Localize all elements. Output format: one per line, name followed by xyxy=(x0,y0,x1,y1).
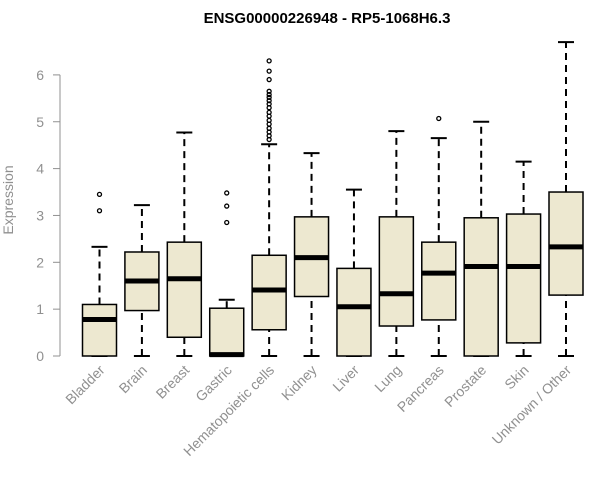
outlier-point xyxy=(224,219,230,226)
y-axis: 0 1 2 3 4 5 6 xyxy=(36,67,61,364)
outlier-point xyxy=(436,115,442,122)
x-tick-label: Bladder xyxy=(62,362,108,408)
outlier-point xyxy=(266,88,272,94)
box-hematopoietic-cells xyxy=(251,58,287,357)
iqr-box xyxy=(251,254,287,331)
iqr-box xyxy=(505,213,542,344)
y-tick-label: 1 xyxy=(36,301,44,317)
outlier-point xyxy=(266,76,272,83)
x-tick-label: Lung xyxy=(371,362,404,395)
outlier-point xyxy=(266,101,272,107)
box-brain xyxy=(124,204,160,357)
box-unknown-other xyxy=(548,41,584,357)
y-tick-label: 0 xyxy=(36,348,44,364)
x-tick-label: Skin xyxy=(501,362,532,393)
box-series xyxy=(81,41,584,358)
y-tick-label: 4 xyxy=(36,161,44,177)
outlier-point xyxy=(266,117,272,123)
box-liver xyxy=(336,188,372,357)
y-tick-label: 6 xyxy=(36,67,44,83)
iqr-box xyxy=(336,267,372,357)
box-pancreas xyxy=(421,115,457,357)
x-tick-label: Breast xyxy=(153,362,193,402)
chart-title: ENSG00000226948 - RP5-1068H6.3 xyxy=(204,10,451,27)
outlier-point xyxy=(266,58,272,64)
y-tick-label: 3 xyxy=(36,207,44,223)
y-tick-label: 2 xyxy=(36,254,44,270)
box-breast xyxy=(166,131,203,357)
outlier-point xyxy=(96,208,103,214)
outlier-point xyxy=(224,203,230,209)
outlier-point xyxy=(266,125,272,131)
iqr-box xyxy=(463,217,499,357)
outlier-point xyxy=(266,98,272,104)
box-lung xyxy=(378,130,415,357)
y-axis-label: Expression xyxy=(0,165,16,234)
iqr-box xyxy=(378,216,415,327)
box-bladder xyxy=(81,191,118,357)
iqr-box xyxy=(208,307,245,357)
box-skin xyxy=(505,160,542,357)
box-kidney xyxy=(293,152,330,357)
outlier-point xyxy=(266,68,272,74)
iqr-box xyxy=(166,241,203,339)
outlier-point xyxy=(96,191,103,198)
y-tick-label: 5 xyxy=(36,114,44,130)
iqr-box xyxy=(548,191,584,296)
iqr-box xyxy=(421,241,457,321)
iqr-box xyxy=(81,303,118,357)
x-tick-label: Prostate xyxy=(441,362,489,410)
x-tick-label: Unknown / Other xyxy=(489,362,575,448)
x-tick-label: Kidney xyxy=(278,362,320,404)
outlier-point xyxy=(266,109,272,116)
outlier-point xyxy=(266,91,272,98)
outlier-point xyxy=(266,94,272,101)
x-tick-label: Brain xyxy=(116,362,150,396)
x-tick-label: Pancreas xyxy=(394,362,447,415)
x-tick-label: Liver xyxy=(329,362,362,395)
box-gastric xyxy=(208,190,245,358)
box-prostate xyxy=(463,120,499,357)
outlier-point xyxy=(224,190,230,196)
